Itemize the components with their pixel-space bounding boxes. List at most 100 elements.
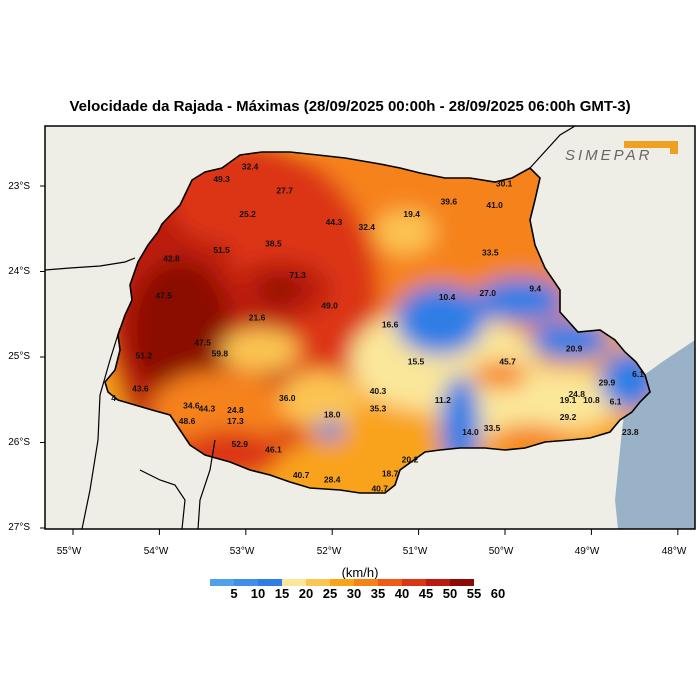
station-value: 28.4	[324, 474, 341, 484]
map-title: Velocidade da Rajada - Máximas (28/09/20…	[69, 98, 631, 115]
station-value: 44.3	[199, 403, 216, 413]
station-value: 23.8	[622, 427, 639, 437]
wind-field-contour	[280, 370, 360, 430]
station-value: 20.2	[402, 455, 419, 465]
station-value: 33.5	[484, 423, 501, 433]
lat-label: 24°S	[8, 266, 30, 277]
wind-field-contour	[260, 278, 300, 302]
station-value: 49.0	[321, 301, 338, 311]
colorbar-swatch	[330, 579, 354, 586]
station-value: 44.3	[326, 217, 343, 227]
colorbar-label: 10	[250, 586, 266, 601]
colorbar-unit: (km/h)	[341, 565, 379, 580]
neighbor-border-paraguay	[45, 257, 136, 529]
station-value: 15.5	[408, 356, 425, 366]
station-value: 9.4	[529, 284, 541, 294]
colorbar-label: 20	[298, 586, 314, 601]
station-value: 40.7	[293, 470, 310, 480]
station-value: 33.5	[482, 248, 499, 258]
wind-field-contour	[375, 210, 435, 254]
station-value: 49.3	[213, 174, 230, 184]
station-value: 10.8	[583, 395, 600, 405]
wind-field-contour	[475, 278, 565, 322]
station-value: 10.4	[439, 292, 456, 302]
station-value: 27.0	[479, 288, 496, 298]
station-value: 11.2	[435, 395, 451, 405]
colorbar-label: 35	[370, 586, 386, 601]
station-value: 71.3	[289, 270, 306, 280]
lat-label: 23°S	[8, 181, 30, 192]
station-value: 48.6	[179, 416, 196, 426]
station-value: 20.9	[566, 343, 583, 353]
colorbar-label: 55	[466, 586, 482, 601]
colorbar-swatch	[258, 579, 282, 586]
colorbar	[210, 579, 474, 586]
station-value: 47.5	[194, 337, 211, 347]
station-value: 6.1	[632, 369, 644, 379]
station-value: 47.5	[155, 290, 172, 300]
station-value: 30.1	[496, 178, 513, 188]
wind-field-contour	[220, 328, 300, 372]
colorbar-swatch	[210, 579, 234, 586]
lon-label: 50°W	[488, 546, 514, 557]
colorbar-swatch	[450, 579, 474, 586]
station-value: 14.0	[462, 427, 479, 437]
station-value: 24.8	[568, 389, 585, 399]
lon-label: 48°W	[661, 546, 687, 557]
station-value: 42.8	[163, 254, 180, 264]
neighbor-border-sc	[197, 439, 216, 529]
map-frame	[44, 125, 696, 530]
station-value: 39.6	[441, 196, 458, 206]
colorbar-label: 15	[274, 586, 290, 601]
colorbar-label: 60	[490, 586, 506, 601]
colorbar-label: 50	[442, 586, 458, 601]
station-value: 40.3	[370, 386, 387, 396]
station-value: 35.3	[370, 403, 387, 413]
station-value: 51.5	[213, 245, 230, 255]
station-value: 51.2	[136, 350, 153, 360]
colorbar-label: 45	[418, 586, 434, 601]
wind-field-contour	[130, 260, 230, 400]
station-value: 25.2	[239, 209, 256, 219]
wind-field-contour	[150, 370, 290, 450]
colorbar-swatch	[306, 579, 330, 586]
neighbor-border-argentina	[139, 469, 186, 529]
station-value: 24.8	[227, 405, 244, 415]
station-value: 21.6	[249, 313, 266, 323]
wind-field-contour	[472, 361, 528, 389]
station-value: 59.8	[212, 349, 229, 359]
station-value: 27.7	[276, 185, 293, 195]
station-value: 34.6	[183, 401, 200, 411]
wind-field-contour	[395, 285, 485, 355]
station-value: 43.6	[132, 384, 149, 394]
state-border-parana	[104, 151, 651, 494]
lon-label: 52°W	[316, 546, 342, 557]
station-value: 29.2	[560, 412, 577, 422]
lon-label: 55°W	[56, 546, 82, 557]
colorbar-label: 30	[346, 586, 362, 601]
colorbar-swatch	[234, 579, 258, 586]
colorbar-swatch	[426, 579, 450, 586]
lon-label: 51°W	[402, 546, 428, 557]
station-value: 46.1	[265, 444, 282, 454]
station-value: 41.0	[486, 200, 503, 210]
colorbar-swatch	[354, 579, 378, 586]
station-value: 45.7	[499, 356, 516, 366]
wind-field-contour	[500, 370, 620, 430]
station-value: 52.9	[231, 439, 248, 449]
station-value: 18.7	[382, 468, 399, 478]
colorbar-label: 5	[230, 586, 238, 601]
colorbar-swatch	[282, 579, 306, 586]
station-value: 19.4	[403, 209, 420, 219]
station-value: 32.4	[358, 222, 375, 232]
station-value: 19.1	[560, 395, 577, 405]
station-value: 17.3	[227, 416, 244, 426]
simepar-logo	[560, 140, 684, 164]
lat-label: 25°S	[8, 351, 30, 362]
lon-label: 54°W	[143, 546, 169, 557]
neighbor-border-sp	[529, 126, 576, 169]
station-value: 6.1	[610, 396, 622, 406]
station-value: 29.9	[599, 378, 616, 388]
